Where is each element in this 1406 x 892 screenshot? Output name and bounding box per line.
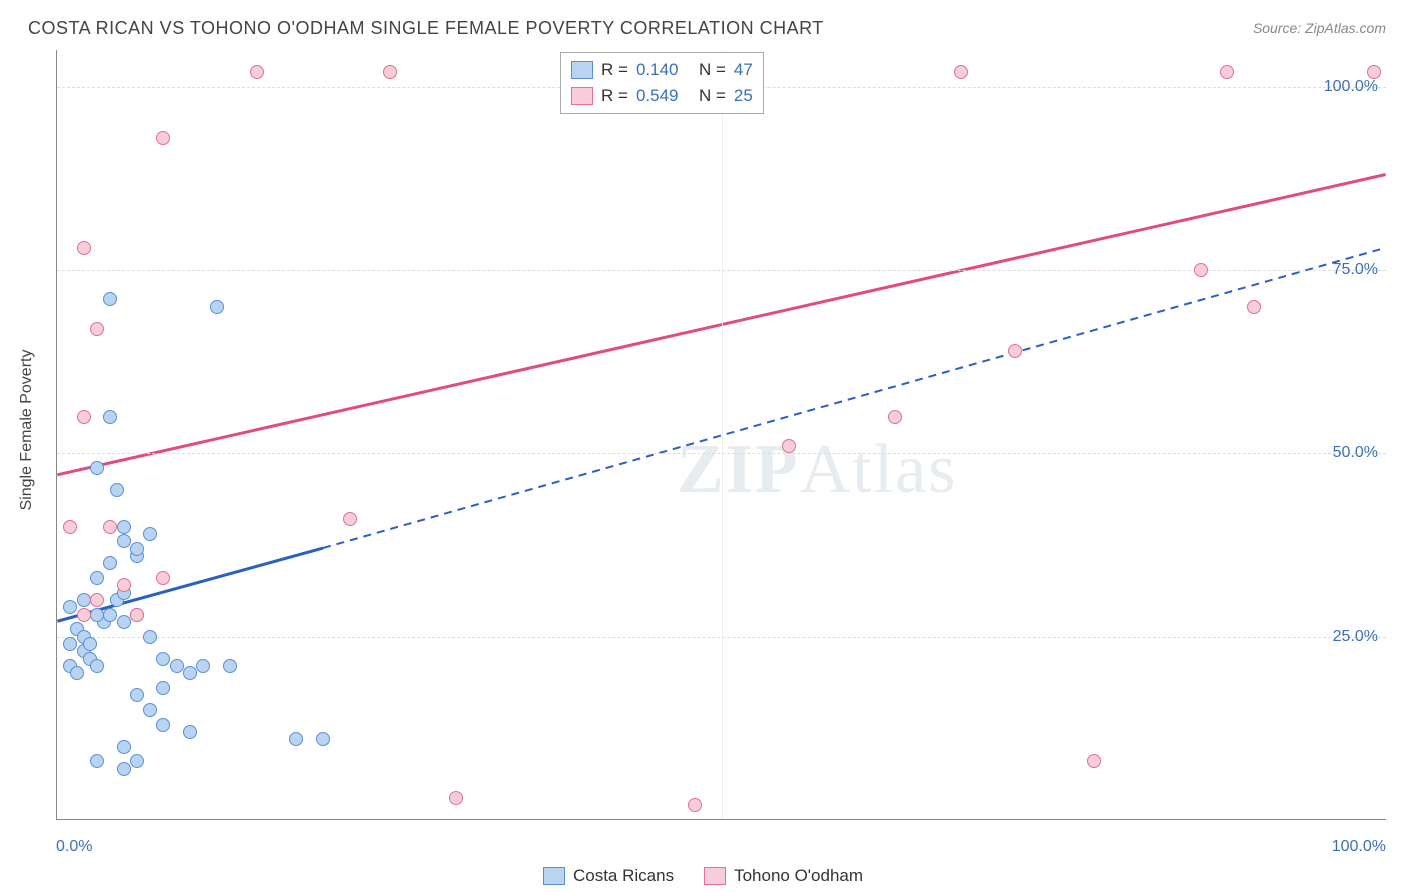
- data-point: [782, 439, 796, 453]
- data-point: [103, 608, 117, 622]
- y-tick-label: 75.0%: [1333, 261, 1378, 279]
- legend-row: R = 0.140 N = 47: [571, 57, 753, 83]
- data-point: [210, 300, 224, 314]
- plot-area: ZIPAtlas 25.0% 50.0% 75.0% 100.0%: [56, 50, 1386, 820]
- data-point: [143, 527, 157, 541]
- data-point: [90, 322, 104, 336]
- legend-item: Tohono O'odham: [704, 866, 863, 886]
- data-point: [103, 556, 117, 570]
- data-point: [90, 461, 104, 475]
- data-point: [63, 637, 77, 651]
- data-point: [1247, 300, 1261, 314]
- data-point: [170, 659, 184, 673]
- data-point: [83, 637, 97, 651]
- data-point: [343, 512, 357, 526]
- legend-swatch: [571, 87, 593, 105]
- data-point: [1367, 65, 1381, 79]
- x-tick-min: 0.0%: [56, 838, 92, 856]
- legend-swatch: [543, 867, 565, 885]
- data-point: [90, 659, 104, 673]
- x-tick-max: 100.0%: [1332, 838, 1386, 856]
- legend-swatch: [704, 867, 726, 885]
- data-point: [1087, 754, 1101, 768]
- r-label: R =: [601, 86, 628, 106]
- data-point: [143, 630, 157, 644]
- data-point: [130, 754, 144, 768]
- n-value: 25: [734, 86, 753, 106]
- chart-title: COSTA RICAN VS TOHONO O'ODHAM SINGLE FEM…: [28, 18, 824, 39]
- data-point: [130, 688, 144, 702]
- data-point: [90, 608, 104, 622]
- data-point: [130, 608, 144, 622]
- data-point: [156, 652, 170, 666]
- gridline: [722, 50, 723, 819]
- data-point: [117, 762, 131, 776]
- data-point: [63, 520, 77, 534]
- data-point: [383, 65, 397, 79]
- data-point: [103, 520, 117, 534]
- data-point: [90, 754, 104, 768]
- data-point: [156, 131, 170, 145]
- data-point: [90, 593, 104, 607]
- source-prefix: Source:: [1253, 20, 1305, 36]
- data-point: [77, 608, 91, 622]
- r-value: 0.140: [636, 60, 691, 80]
- data-point: [117, 615, 131, 629]
- series-name: Tohono O'odham: [734, 866, 863, 886]
- n-label: N =: [699, 60, 726, 80]
- y-tick-label: 50.0%: [1333, 444, 1378, 462]
- data-point: [103, 292, 117, 306]
- data-point: [1008, 344, 1022, 358]
- legend-swatch: [571, 61, 593, 79]
- data-point: [688, 798, 702, 812]
- series-legend: Costa Ricans Tohono O'odham: [0, 866, 1406, 886]
- data-point: [130, 542, 144, 556]
- source-name: ZipAtlas.com: [1305, 20, 1386, 36]
- data-point: [110, 483, 124, 497]
- legend-item: Costa Ricans: [543, 866, 674, 886]
- series-name: Costa Ricans: [573, 866, 674, 886]
- data-point: [117, 740, 131, 754]
- data-point: [77, 593, 91, 607]
- data-point: [1220, 65, 1234, 79]
- data-point: [77, 410, 91, 424]
- data-point: [117, 534, 131, 548]
- y-tick-label: 25.0%: [1333, 628, 1378, 646]
- n-label: N =: [699, 86, 726, 106]
- source-label: Source: ZipAtlas.com: [1253, 20, 1386, 36]
- data-point: [316, 732, 330, 746]
- data-point: [77, 241, 91, 255]
- data-point: [954, 65, 968, 79]
- correlation-legend: R = 0.140 N = 47 R = 0.549 N = 25: [560, 52, 764, 114]
- data-point: [90, 571, 104, 585]
- data-point: [183, 725, 197, 739]
- watermark: ZIPAtlas: [677, 430, 957, 510]
- r-label: R =: [601, 60, 628, 80]
- data-point: [183, 666, 197, 680]
- data-point: [449, 791, 463, 805]
- r-value: 0.549: [636, 86, 691, 106]
- data-point: [63, 600, 77, 614]
- y-axis-label: Single Female Poverty: [18, 350, 36, 511]
- data-point: [289, 732, 303, 746]
- data-point: [117, 520, 131, 534]
- data-point: [888, 410, 902, 424]
- data-point: [250, 65, 264, 79]
- y-tick-label: 100.0%: [1324, 78, 1378, 96]
- data-point: [143, 703, 157, 717]
- data-point: [156, 681, 170, 695]
- data-point: [117, 578, 131, 592]
- data-point: [156, 718, 170, 732]
- n-value: 47: [734, 60, 753, 80]
- data-point: [103, 410, 117, 424]
- data-point: [156, 571, 170, 585]
- data-point: [70, 666, 84, 680]
- data-point: [196, 659, 210, 673]
- data-point: [1194, 263, 1208, 277]
- data-point: [223, 659, 237, 673]
- legend-row: R = 0.549 N = 25: [571, 83, 753, 109]
